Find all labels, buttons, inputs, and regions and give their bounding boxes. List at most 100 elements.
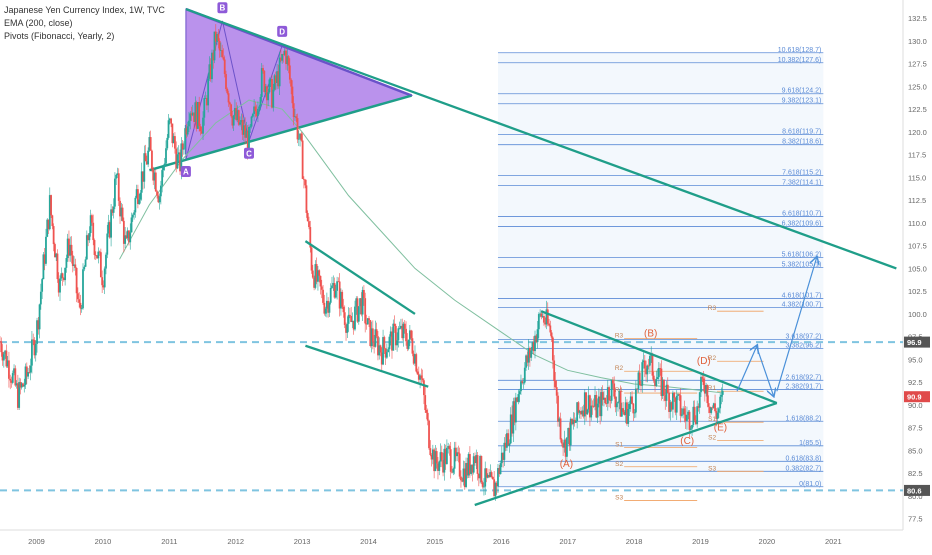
candle-body: [249, 126, 252, 128]
candle-body: [668, 392, 670, 412]
candle-body: [10, 380, 13, 383]
legend-pivots[interactable]: Pivots (Fibonacci, Yearly, 2): [4, 31, 115, 41]
candle-body: [329, 288, 332, 303]
candle-body: [717, 408, 720, 413]
candle-body: [318, 270, 321, 276]
candle-body: [317, 270, 319, 282]
candle-body: [73, 264, 75, 266]
candle-body: [149, 137, 152, 151]
candle-body: [213, 31, 216, 61]
candle-body: [290, 79, 293, 87]
candle-body: [80, 308, 83, 310]
candle-body: [572, 419, 575, 425]
candle-body: [430, 455, 433, 460]
candle-body: [568, 428, 571, 446]
candle-body: [614, 396, 617, 408]
candle-body: [364, 298, 367, 324]
candle-body: [651, 353, 654, 376]
candle-body: [139, 192, 142, 200]
candle-body: [513, 401, 516, 423]
candle-body: [280, 57, 282, 61]
candle-body: [666, 384, 669, 393]
fib-level-label: 8.618(119.7): [782, 129, 821, 136]
candle-body: [322, 289, 324, 303]
candle-body: [264, 86, 267, 93]
candle-body: [414, 354, 416, 364]
y-tick-label: 117.5: [908, 151, 926, 160]
candle-body: [370, 328, 373, 347]
candle-body: [417, 374, 420, 380]
candle-body: [271, 78, 273, 108]
candle-body: [265, 86, 268, 101]
candle-body: [254, 106, 257, 112]
candle-body: [394, 325, 397, 346]
candle-body: [235, 108, 238, 120]
candle-body: [652, 375, 655, 381]
candle-body: [548, 323, 550, 326]
candle-body: [590, 405, 593, 418]
candle-body: [694, 420, 697, 425]
candle-body: [664, 395, 667, 401]
candle-body: [526, 355, 529, 363]
candle-body: [472, 456, 475, 473]
candle-body: [91, 215, 93, 223]
pattern-point-badge: [180, 165, 191, 177]
y-tick-label: 102.5: [908, 287, 927, 296]
candle-body: [179, 152, 181, 172]
candle-body: [706, 384, 709, 404]
candle-body: [559, 418, 562, 440]
candle-body: [560, 439, 563, 444]
y-tick-label: 82.5: [908, 469, 923, 478]
y-tick-label: 122.5: [908, 105, 927, 114]
candle-body: [121, 207, 124, 221]
candle-body: [401, 325, 404, 339]
candle-body: [108, 222, 111, 238]
candle-body: [175, 148, 178, 169]
candle-body: [577, 402, 580, 413]
candle-body: [350, 315, 353, 323]
candle-body: [578, 411, 581, 413]
candle-body: [69, 244, 72, 256]
candle-body: [634, 388, 637, 413]
candle-body: [223, 59, 226, 75]
candle-body: [110, 209, 112, 238]
candle-body: [672, 392, 674, 410]
candle-body: [61, 273, 64, 278]
candle-body: [490, 472, 493, 477]
candle-body: [628, 403, 631, 409]
candle-body: [421, 378, 424, 381]
candle-body: [276, 71, 278, 84]
candle-body: [689, 428, 692, 430]
candle-body: [415, 354, 418, 372]
x-tick-label: 2018: [626, 537, 643, 546]
candle-body: [563, 439, 566, 448]
candle-body: [112, 206, 115, 213]
candle-body: [483, 486, 485, 488]
candle-body: [442, 459, 444, 473]
candle-body: [396, 340, 399, 346]
candle-body: [363, 289, 365, 299]
candle-body: [283, 50, 286, 55]
candle-body: [691, 424, 693, 429]
candle-body: [600, 392, 603, 417]
candle-body: [631, 396, 633, 404]
candle-body: [461, 480, 464, 482]
candle-body: [606, 387, 609, 404]
candle-body: [697, 406, 700, 408]
x-tick-label: 2012: [227, 537, 244, 546]
candle-body: [225, 74, 227, 89]
candle-body: [701, 376, 704, 379]
candle-body: [281, 54, 284, 61]
legend-symbol[interactable]: Japanese Yen Currency Index, 1W, TVC: [4, 5, 165, 15]
candle-body: [452, 468, 455, 473]
candle-body: [294, 116, 296, 118]
candle-body: [604, 397, 607, 404]
candle-body: [255, 111, 258, 117]
candle-body: [142, 171, 144, 182]
candle-body: [154, 172, 157, 192]
legend-ema[interactable]: EMA (200, close): [4, 18, 73, 28]
candle-body: [134, 197, 137, 213]
candle-body: [239, 122, 241, 125]
candle-body: [253, 106, 255, 114]
candle-body: [517, 394, 520, 402]
